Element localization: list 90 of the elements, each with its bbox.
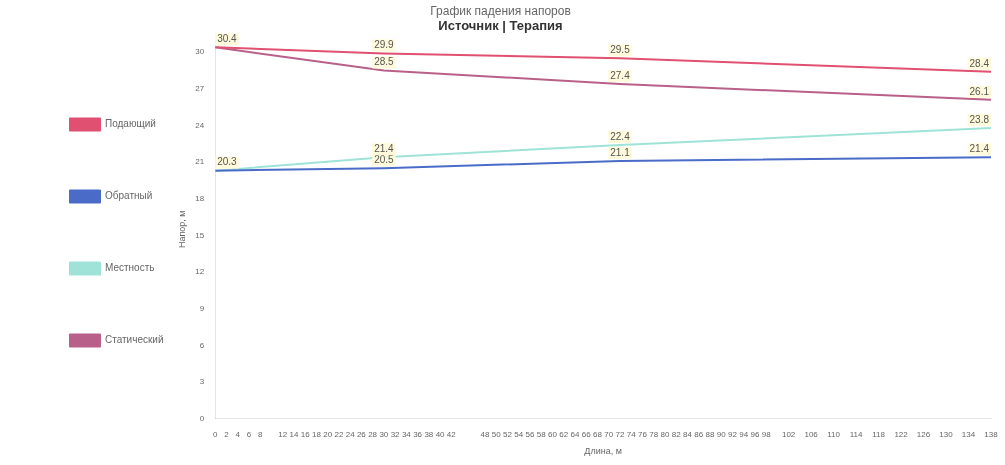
x-tick-label: 12 — [278, 429, 288, 439]
x-tick-label: 62 — [559, 429, 569, 439]
data-label: 21.1 — [610, 146, 631, 158]
chart-subtitle: Источник | Терапия — [438, 17, 563, 33]
x-tick-label: 88 — [705, 429, 715, 439]
x-tick-label: 32 — [390, 429, 401, 439]
x-tick-label: 126 — [916, 429, 931, 439]
x-tick-label: 26 — [356, 429, 367, 439]
x-tick-label: 56 — [525, 429, 536, 439]
x-tick-label: 28 — [368, 429, 378, 439]
x-tick-label: 38 — [424, 429, 434, 439]
x-tick-label: 84 — [682, 429, 693, 439]
data-label: 28.4 — [969, 57, 990, 69]
data-label: 27.4 — [610, 69, 631, 81]
y-tick-label: 15 — [195, 230, 205, 240]
x-tick-label: 30 — [379, 429, 389, 439]
x-tick-label: 16 — [300, 429, 311, 439]
y-tick-label: 24 — [195, 120, 205, 130]
y-tick-label: 30 — [195, 47, 205, 57]
x-tick-label: 122 — [894, 429, 909, 439]
x-tick-label: 36 — [413, 429, 423, 439]
x-tick-label: 72 — [615, 429, 625, 439]
x-tick-label: 34 — [401, 429, 412, 439]
legend-label: Обратный — [105, 190, 153, 202]
x-tick-label: 20 — [323, 429, 333, 439]
x-tick-label: 96 — [750, 429, 760, 439]
data-label: 21.4 — [374, 142, 395, 154]
legend-label: Подающий — [105, 118, 156, 130]
y-tick-label: 0 — [199, 413, 205, 423]
x-tick-label: 134 — [961, 429, 976, 439]
x-tick-label: 80 — [660, 429, 670, 439]
data-label: 29.5 — [610, 44, 631, 56]
x-tick-label: 50 — [491, 429, 502, 439]
x-tick-label: 14 — [289, 429, 299, 439]
x-tick-label: 4 — [235, 429, 241, 439]
y-tick-label: 27 — [195, 84, 205, 94]
x-tick-label: 98 — [761, 429, 772, 439]
legend-label: Местность — [105, 262, 155, 274]
x-tick-label: 138 — [984, 429, 999, 439]
data-label: 23.8 — [969, 113, 990, 125]
x-tick-label: 22 — [334, 429, 344, 439]
y-tick-label: 3 — [199, 377, 205, 387]
x-tick-label: 90 — [716, 429, 727, 439]
x-tick-label: 54 — [514, 429, 524, 439]
x-tick-label: 76 — [638, 429, 648, 439]
x-tick-label: 102 — [781, 429, 796, 439]
x-tick-label: 48 — [480, 429, 491, 439]
x-tick-label: 52 — [503, 429, 513, 439]
x-tick-label: 40 — [435, 429, 446, 439]
x-tick-label: 82 — [671, 429, 682, 439]
data-label: 20.5 — [374, 153, 395, 165]
x-tick-label: 42 — [446, 429, 457, 439]
x-tick-label: 18 — [311, 429, 322, 439]
x-tick-label: 60 — [548, 429, 558, 439]
x-tick-label: 92 — [727, 429, 738, 439]
x-tick-label: 66 — [581, 429, 592, 439]
y-tick-label: 21 — [195, 157, 205, 167]
x-tick-label: 110 — [827, 429, 841, 439]
x-tick-label: 2 — [224, 429, 230, 439]
chart-title: График падения напоров — [430, 3, 571, 18]
data-label: 29.9 — [374, 39, 395, 51]
x-tick-label: 58 — [536, 429, 547, 439]
x-tick-label: 78 — [649, 429, 659, 439]
data-label: 30.4 — [217, 33, 238, 45]
x-tick-label: 24 — [345, 429, 356, 439]
x-tick-label: 118 — [872, 429, 886, 439]
x-tick-label: 130 — [939, 429, 954, 439]
y-tick-label: 6 — [199, 340, 205, 350]
data-label: 20.3 — [217, 156, 238, 168]
y-axis-title: Напор, м — [177, 210, 188, 249]
data-label: 28.5 — [374, 56, 395, 68]
x-tick-label: 70 — [604, 429, 614, 439]
data-label: 21.4 — [969, 142, 990, 154]
x-tick-label: 6 — [246, 429, 252, 439]
data-label: 26.1 — [969, 85, 990, 97]
x-tick-label: 64 — [570, 429, 580, 439]
x-tick-label: 68 — [593, 429, 603, 439]
x-axis-title: Длина, м — [584, 446, 622, 457]
x-tick-label: 106 — [804, 429, 819, 439]
legend-label: Статический — [105, 334, 164, 346]
x-tick-label: 86 — [694, 429, 704, 439]
x-tick-label: 8 — [257, 429, 263, 439]
x-tick-label: 74 — [626, 429, 637, 439]
x-tick-label: 0 — [212, 429, 218, 439]
data-label: 22.4 — [610, 130, 631, 142]
y-tick-label: 9 — [199, 303, 205, 313]
y-tick-label: 18 — [195, 193, 205, 203]
x-tick-label: 94 — [739, 429, 749, 439]
x-tick-label: 114 — [849, 429, 863, 439]
y-tick-label: 12 — [195, 267, 205, 277]
